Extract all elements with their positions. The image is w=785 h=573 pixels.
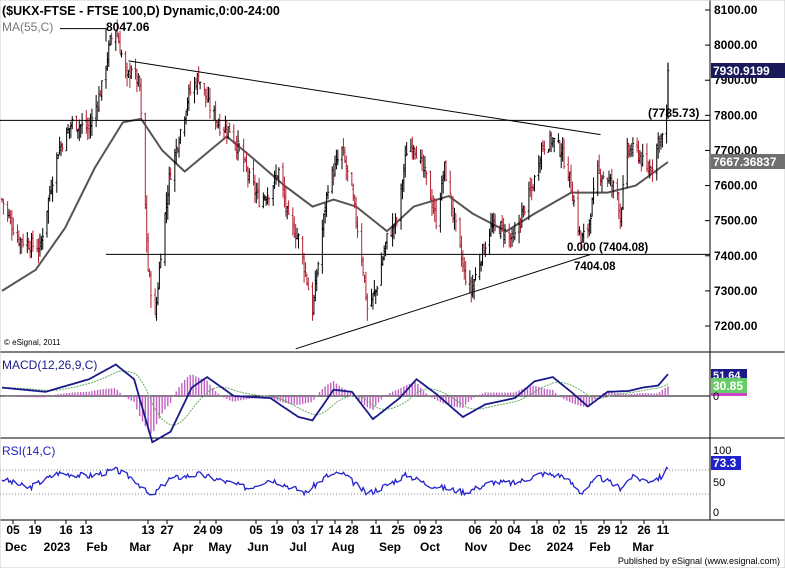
price-candles [0, 19, 670, 321]
price-axis-label: 8100.00 [714, 3, 758, 17]
price-axis-label: 8000.00 [714, 38, 758, 52]
rsi-axis-100: 100 [713, 445, 731, 457]
x-axis-day-label: 05 [6, 523, 20, 537]
macd-line [1, 363, 669, 444]
x-axis-month-label: Mar [632, 540, 654, 554]
x-axis-month-label: Mar [129, 540, 151, 554]
x-axis-month-label: Apr [173, 540, 194, 554]
x-axis-month-label: May [208, 540, 232, 554]
x-axis-day-label: 11 [370, 523, 383, 537]
x-axis-month-label: Feb [86, 540, 107, 554]
fib-annotation: 0.000 (7404.08) [567, 242, 648, 254]
rsi-value: 73.3 [713, 456, 737, 470]
x-axis-month-label: 2024 [547, 540, 574, 554]
x-axis-day-label: 11 [657, 523, 670, 537]
signal-value-tag [711, 378, 747, 393]
x-axis-day-label: 23 [429, 523, 443, 537]
x-axis-day-label: 05 [249, 523, 263, 537]
price-axis-label: 7500.00 [714, 214, 758, 228]
price-axis-label: 7300.00 [714, 284, 758, 298]
x-axis-day-label: 06 [468, 523, 482, 537]
x-axis-month-label: Sep [379, 540, 401, 554]
last-price-value: 7930.9199 [713, 64, 770, 78]
x-axis-month-label: Dec [5, 540, 27, 554]
rsi-line [1, 466, 669, 497]
macd-signal-line [2, 370, 669, 426]
macd-zero-label: 0 [713, 391, 719, 403]
chart-title: ($UKX-FTSE - FTSE 100,D) Dynamic,0:00-24… [2, 4, 280, 18]
horizontal-levels [0, 119, 710, 255]
macd-panel [0, 363, 710, 444]
x-axis-month-label: Oct [420, 540, 440, 554]
x-axis-day-label: 19 [270, 523, 284, 537]
moving-average [1, 117, 669, 292]
x-axis-month-label: Aug [331, 540, 354, 554]
high-annotation: 8047.06 [106, 20, 150, 34]
x-axis-day-label: 09 [413, 523, 427, 537]
x-axis-day-label: 18 [530, 523, 544, 537]
x-axis-day-label: 28 [345, 523, 359, 537]
x-axis-day-label: 03 [291, 523, 305, 537]
ma-value-tag [711, 154, 785, 169]
ma-55-line [1, 117, 669, 292]
price-axis-label: 7800.00 [714, 108, 758, 122]
rsi-axis-50: 50 [713, 477, 725, 489]
rsi-axis-0: 0 [713, 507, 719, 519]
price-axis-label: 7200.00 [714, 319, 758, 333]
rsi-label: RSI(14,C) [2, 444, 55, 458]
x-axis-day-label: 09 [209, 523, 223, 537]
x-axis-day-label: 17 [310, 523, 324, 537]
ma-label: MA(55,C) [2, 20, 53, 34]
x-axis-day-label: 26 [637, 523, 651, 537]
x-axis-day-label: 24 [193, 523, 207, 537]
x-axis-month-label: Feb [589, 540, 610, 554]
price-axis-label: 7400.00 [714, 249, 758, 263]
signal-value: 30.85 [713, 379, 743, 393]
last-price-tag [711, 63, 785, 78]
x-axis-day-label: 14 [328, 523, 342, 537]
x-axis-month-label: Jun [247, 540, 268, 554]
x-axis-day-label: 15 [574, 523, 588, 537]
trendline [295, 253, 591, 350]
copyright-label: © eSignal, 2011 [4, 338, 61, 347]
macd-label: MACD(12,26,9,C) [2, 358, 97, 372]
rsi-value-tag [711, 456, 741, 470]
x-axis-day-label: 04 [507, 523, 521, 537]
x-axis-day-label: 13 [79, 523, 93, 537]
footer-label: Published by eSignal (www.esignal.com) [618, 556, 780, 566]
histogram-value-tag [711, 393, 747, 396]
x-axis-day-label: 12 [614, 523, 628, 537]
trendline [128, 60, 601, 136]
x-axis-day-label: 25 [391, 523, 405, 537]
x-axis-month-label: 2023 [44, 540, 71, 554]
trendlines [60, 28, 601, 350]
x-axis-month-label: Jul [289, 540, 306, 554]
ma-value: 7667.36837 [713, 155, 777, 169]
x-axis-day-label: 27 [160, 523, 174, 537]
x-axis-day-label: 29 [597, 523, 611, 537]
x-axis-month-label: Dec [509, 540, 531, 554]
rsi-panel [0, 466, 710, 497]
x-axis-day-label: 20 [489, 523, 503, 537]
x-axis-day-label: 16 [59, 523, 73, 537]
x-axis-day-label: 02 [552, 523, 566, 537]
price-axis-label: 7600.00 [714, 179, 758, 193]
x-axis-month-label: Nov [465, 540, 488, 554]
support-annotation: 7404.08 [574, 261, 616, 273]
x-axis-day-label: 13 [141, 523, 155, 537]
x-axis-day-label: 19 [28, 523, 42, 537]
x-axis: 05 19 16 13 13 27 24 09 05 19 03 17 14 28 11 25 09 23 06 20… [5, 520, 670, 554]
price-axis-label: 7700.00 [714, 143, 758, 157]
resistance-annotation: (7785.73) [648, 106, 699, 120]
